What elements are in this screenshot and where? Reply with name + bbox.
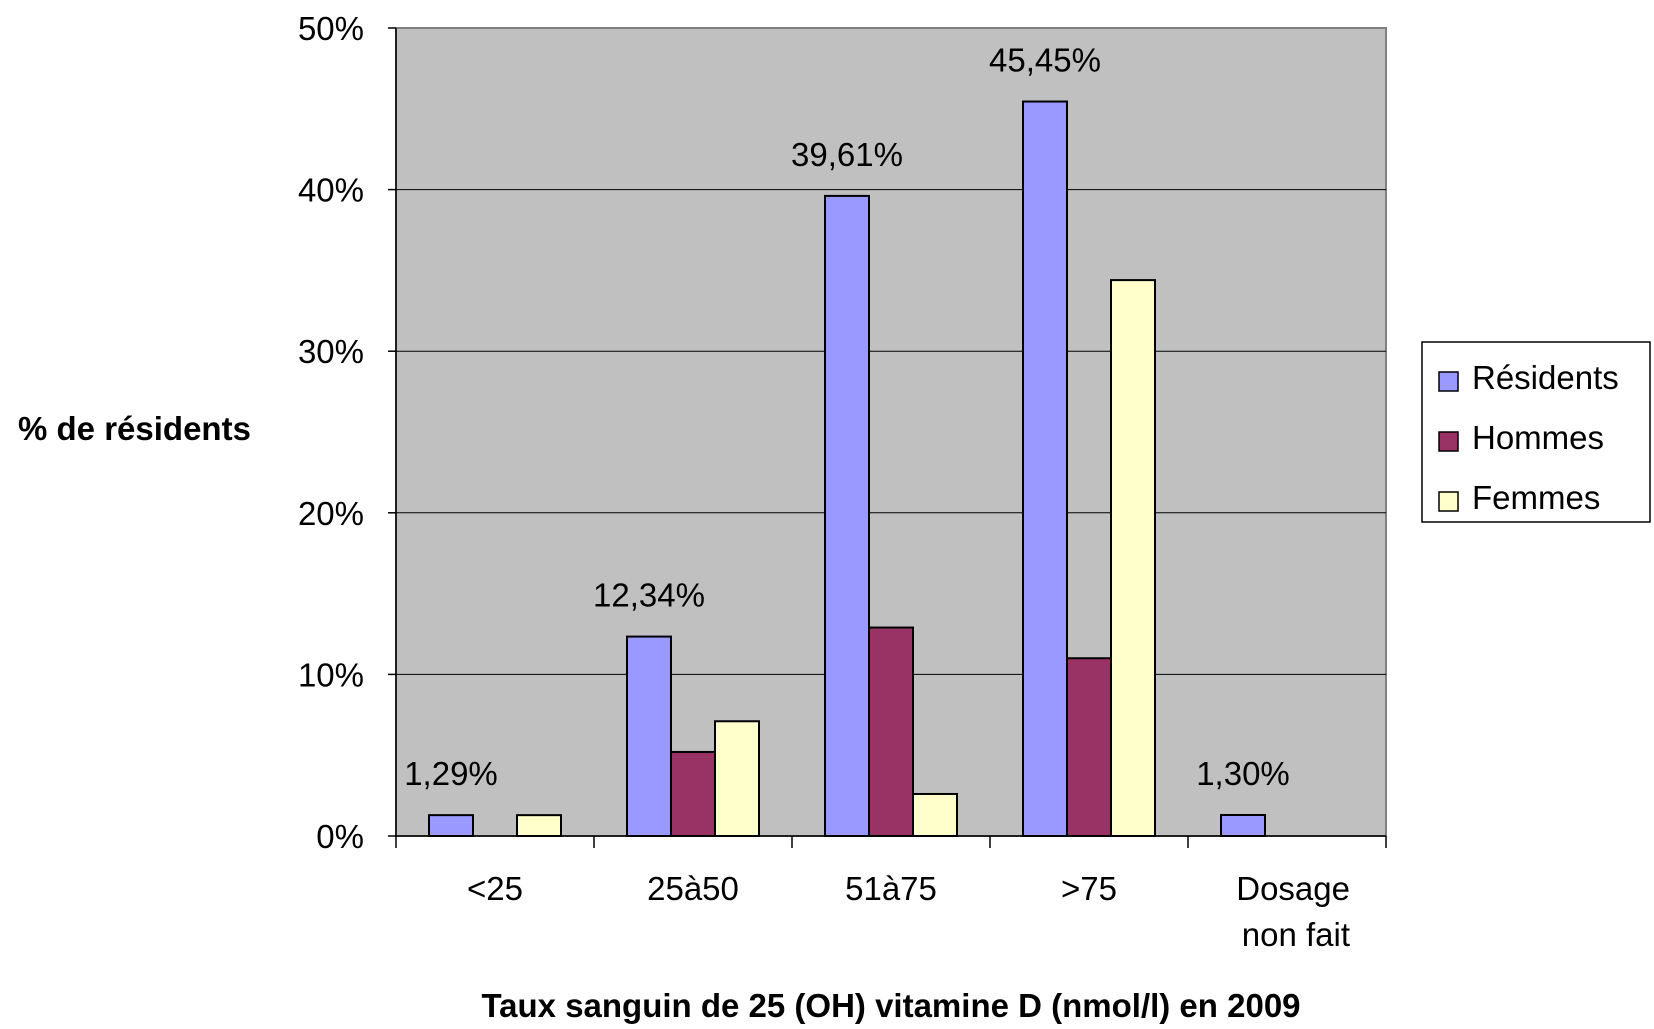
data-label: 39,61% (791, 136, 903, 173)
bar-femmes-3 (912, 792, 958, 838)
y-tick-label: 30% (298, 333, 364, 370)
bar-hommes-3 (868, 626, 914, 838)
x-tick-label: 51à75 (845, 870, 937, 907)
x-tick-label: 25à50 (647, 870, 739, 907)
bar-résidents-1 (428, 814, 474, 838)
bar-hommes-4 (1066, 657, 1112, 837)
x-tick-label: Dosage non fait (1236, 870, 1350, 953)
x-axis-title: Taux sanguin de 25 (OH) vitamine D (nmol… (481, 987, 1300, 1024)
data-label: 1,29% (404, 755, 498, 792)
y-tick-label: 40% (298, 172, 364, 209)
bar-femmes-2 (714, 720, 760, 837)
y-tick-label: 20% (298, 495, 364, 532)
legend-box (1421, 341, 1651, 523)
legend-label: Femmes (1472, 479, 1600, 516)
y-tick-label: 0% (316, 818, 364, 855)
legend-swatch-hommes (1438, 431, 1459, 452)
bar-résidents-5 (1220, 813, 1266, 838)
y-tick-label: 10% (298, 656, 364, 693)
legend-swatch-femmes (1438, 491, 1459, 512)
x-tick-label-line: non fait (1242, 916, 1350, 953)
x-tick-label-line: >75 (1061, 870, 1117, 907)
bar-résidents-4 (1022, 100, 1068, 837)
data-labels: 1,29% 12,34% 39,61% 45,45% 1,30% (404, 42, 1290, 793)
x-tick-label-line: Dosage (1236, 870, 1350, 907)
data-label: 1,30% (1196, 755, 1290, 792)
bar-femmes-4 (1110, 279, 1156, 837)
x-tick-label: >75 (1061, 870, 1117, 907)
legend: Résidents Hommes Femmes (1421, 341, 1651, 523)
x-tick-label-line: <25 (467, 870, 523, 907)
y-axis-title: % de résidents (18, 410, 251, 447)
bar-femmes-1 (516, 814, 562, 838)
legend-swatch-résidents (1438, 371, 1459, 392)
x-tick-label-line: 25à50 (647, 870, 739, 907)
tick-labels: 0% 10% 20% 30% 40% 50% <25 25à50 51à75 >75 Dosage n… (298, 10, 1350, 953)
bar-hommes-2 (670, 750, 716, 838)
data-label: 45,45% (989, 42, 1101, 79)
data-label: 12,34% (593, 577, 705, 614)
bar-résidents-2 (626, 635, 672, 837)
x-tick-label-line: 51à75 (845, 870, 937, 907)
bars (428, 100, 1266, 838)
legend-label: Hommes (1472, 419, 1604, 456)
x-tick-label: <25 (467, 870, 523, 907)
legend-label: Résidents (1472, 359, 1619, 396)
bar-résidents-3 (824, 194, 870, 837)
y-tick-label: 50% (298, 10, 364, 47)
